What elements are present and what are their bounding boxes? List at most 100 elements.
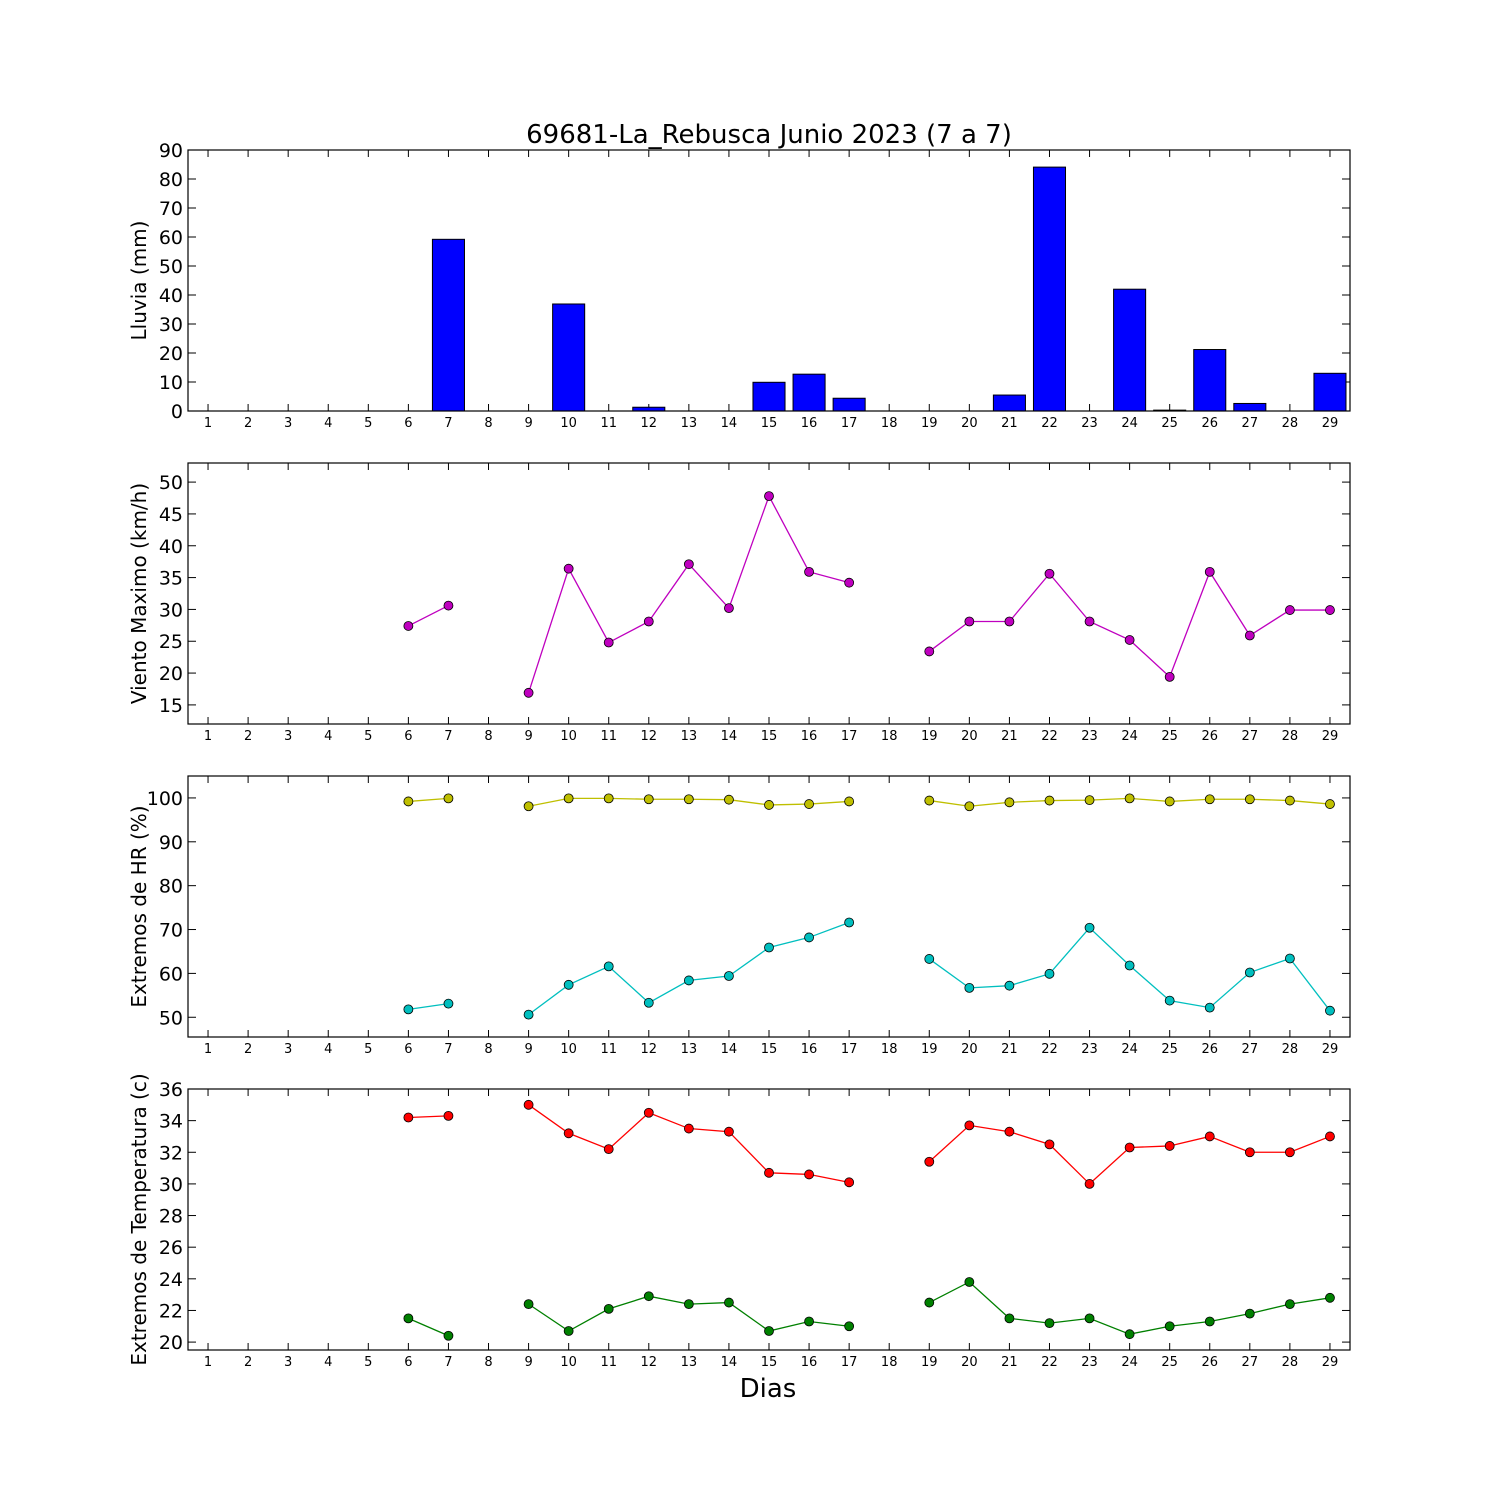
data-point <box>1004 980 1015 991</box>
x-tick-label: 22 <box>1041 1355 1058 1370</box>
data-point <box>643 1291 654 1302</box>
data-point <box>1124 635 1135 645</box>
data-point <box>1004 1313 1015 1324</box>
x-tick-label: 23 <box>1081 1355 1098 1370</box>
x-tick-label: 29 <box>1322 1042 1339 1057</box>
x-tick-label: 15 <box>761 1042 778 1057</box>
data-point <box>1244 630 1255 641</box>
series-line <box>928 1124 1331 1185</box>
x-tick-label: 2 <box>244 1042 252 1057</box>
data-point <box>683 794 694 805</box>
data-point <box>804 932 814 943</box>
x-tick-label: 7 <box>444 416 452 431</box>
y-tick-label: 32 <box>159 1142 183 1164</box>
data-point <box>844 1321 855 1332</box>
panel-1: 1 2 3 4 5 6 7 8 9 10 11 12 13 14 15 16 17 18 19 20 21 22 23 24 2… <box>127 140 1351 431</box>
rain-bar <box>992 394 1026 412</box>
x-tick-label: 20 <box>961 416 978 431</box>
x-tick-label: 28 <box>1282 1042 1299 1057</box>
data-point <box>523 687 534 698</box>
data-point <box>563 1128 574 1139</box>
data-point <box>964 1277 975 1287</box>
x-tick-label: 19 <box>921 416 938 431</box>
x-tick-label: 24 <box>1121 416 1138 431</box>
data-point <box>1124 1329 1135 1340</box>
x-tick-label: 26 <box>1201 1042 1218 1057</box>
x-tick-label: 6 <box>404 729 412 744</box>
y-tick-label: 30 <box>159 314 183 336</box>
data-point <box>1204 1002 1215 1013</box>
series-line <box>928 1281 1331 1335</box>
data-point <box>1164 1141 1175 1151</box>
data-point <box>643 794 654 805</box>
x-tick-label: 21 <box>1001 729 1018 744</box>
data-point <box>1124 793 1135 804</box>
data-point <box>1204 1316 1215 1327</box>
x-tick-label: 13 <box>681 1042 698 1057</box>
data-point <box>764 1167 774 1178</box>
x-tick-label: 3 <box>284 416 292 431</box>
y-tick-label: 70 <box>159 920 183 942</box>
x-tick-label: 25 <box>1161 1355 1178 1370</box>
y-tick-label: 36 <box>159 1079 183 1101</box>
x-tick-label: 16 <box>801 416 818 431</box>
data-point <box>924 646 935 657</box>
data-point <box>643 616 654 627</box>
data-point <box>1204 794 1215 805</box>
panel-3: 1 2 3 4 5 6 7 8 9 10 11 12 13 14 15 16 17 18 19 20 21 22 23 24 2… <box>127 775 1351 1057</box>
data-point <box>1044 1318 1055 1329</box>
data-point <box>964 1120 975 1131</box>
x-tick-label: 16 <box>801 1355 818 1370</box>
y-tick-label: 100 <box>147 788 183 810</box>
x-tick-label: 28 <box>1282 1355 1299 1370</box>
data-point <box>764 800 774 810</box>
data-point <box>964 801 975 812</box>
data-point <box>964 982 975 993</box>
data-point <box>1004 797 1015 808</box>
y-tick-label: 34 <box>159 1111 183 1133</box>
x-tick-label: 17 <box>841 416 858 431</box>
data-point <box>1325 1292 1335 1303</box>
data-point <box>1084 1313 1095 1324</box>
x-tick-label: 12 <box>641 1355 658 1370</box>
plot-frame <box>187 462 1351 725</box>
data-point <box>924 1297 935 1308</box>
series-line <box>408 605 449 627</box>
y-tick-label: 20 <box>159 343 183 365</box>
x-tick-label: 1 <box>204 729 212 744</box>
x-tick-label: 18 <box>881 416 898 431</box>
data-point <box>563 563 574 574</box>
series-line <box>528 1104 850 1183</box>
x-tick-label: 9 <box>524 1355 532 1370</box>
y-tick-label: 90 <box>159 832 183 854</box>
x-tick-label: 27 <box>1242 416 1259 431</box>
y-tick-label: 50 <box>159 472 183 494</box>
data-point <box>724 1297 734 1308</box>
x-tick-label: 19 <box>921 1355 938 1370</box>
x-tick-label: 1 <box>204 416 212 431</box>
x-axis-label: Dias <box>740 1374 797 1404</box>
data-point <box>1044 568 1055 579</box>
rain-bar <box>1113 288 1147 412</box>
y-tick-label: 20 <box>159 1332 183 1354</box>
data-point <box>683 975 694 986</box>
y-tick-label: 80 <box>159 169 183 191</box>
x-tick-label: 9 <box>524 416 532 431</box>
data-point <box>603 1303 614 1314</box>
series-line <box>408 1003 449 1011</box>
rain-bar <box>431 238 465 412</box>
x-tick-label: 4 <box>324 416 332 431</box>
data-point <box>764 491 774 502</box>
data-point <box>1325 1131 1335 1142</box>
x-tick-label: 3 <box>284 1355 292 1370</box>
y-axis-label: Lluvia (mm) <box>127 221 151 341</box>
x-tick-label: 13 <box>681 729 698 744</box>
data-point <box>844 796 855 807</box>
data-point <box>523 1099 534 1110</box>
data-point <box>804 1169 814 1180</box>
x-tick-label: 6 <box>404 416 412 431</box>
data-point <box>1244 1147 1255 1158</box>
x-tick-label: 19 <box>921 1042 938 1057</box>
x-tick-label: 19 <box>921 729 938 744</box>
x-tick-label: 10 <box>560 729 577 744</box>
